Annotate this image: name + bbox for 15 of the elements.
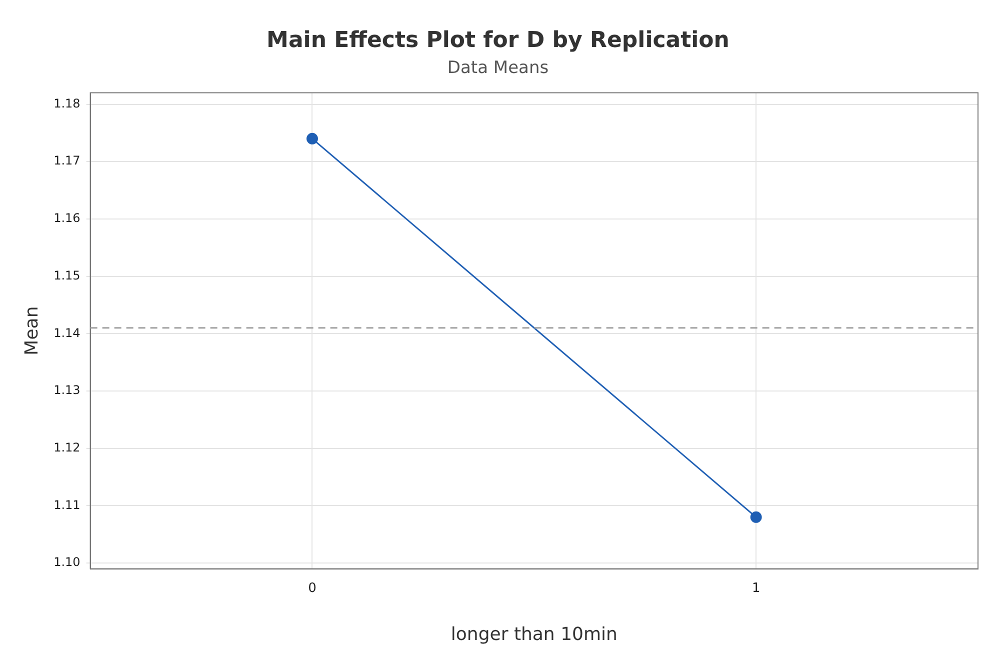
chart-subtitle: Data Means bbox=[447, 58, 549, 78]
y-tick-label: 1.11 bbox=[54, 498, 80, 512]
y-tick-label: 1.17 bbox=[54, 154, 80, 168]
chart-title: Main Effects Plot for D by Replication bbox=[266, 28, 730, 53]
y-tick-label: 1.18 bbox=[54, 96, 80, 110]
x-tick-label: 1 bbox=[752, 580, 760, 596]
y-tick-label: 1.14 bbox=[54, 326, 80, 340]
y-tick-label: 1.13 bbox=[54, 383, 80, 398]
y-axis-title: Mean bbox=[21, 306, 42, 356]
y-tick-label: 1.15 bbox=[54, 268, 80, 282]
y-tick-label: 1.12 bbox=[54, 440, 80, 454]
y-tick-label: 1.10 bbox=[54, 555, 80, 570]
x-tick-label: 0 bbox=[308, 580, 316, 596]
y-tick-label: 1.16 bbox=[54, 211, 80, 226]
x-axis-title: longer than 10min bbox=[450, 624, 618, 645]
